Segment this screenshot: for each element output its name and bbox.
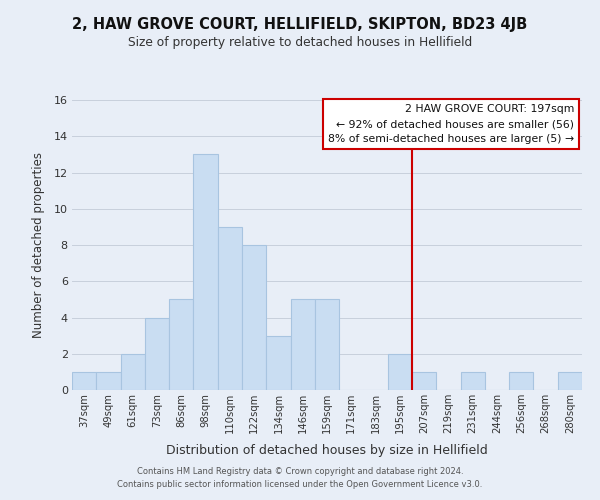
Bar bbox=[169, 300, 193, 390]
Bar bbox=[72, 372, 96, 390]
Bar bbox=[218, 227, 242, 390]
X-axis label: Distribution of detached houses by size in Hellifield: Distribution of detached houses by size … bbox=[166, 444, 488, 458]
Y-axis label: Number of detached properties: Number of detached properties bbox=[32, 152, 46, 338]
Text: 2 HAW GROVE COURT: 197sqm
← 92% of detached houses are smaller (56)
8% of semi-d: 2 HAW GROVE COURT: 197sqm ← 92% of detac… bbox=[328, 104, 574, 144]
Bar bbox=[266, 336, 290, 390]
Bar bbox=[461, 372, 485, 390]
Text: Contains HM Land Registry data © Crown copyright and database right 2024.
Contai: Contains HM Land Registry data © Crown c… bbox=[118, 468, 482, 489]
Bar bbox=[290, 300, 315, 390]
Bar bbox=[412, 372, 436, 390]
Bar bbox=[509, 372, 533, 390]
Bar bbox=[558, 372, 582, 390]
Bar bbox=[121, 354, 145, 390]
Text: 2, HAW GROVE COURT, HELLIFIELD, SKIPTON, BD23 4JB: 2, HAW GROVE COURT, HELLIFIELD, SKIPTON,… bbox=[73, 18, 527, 32]
Bar bbox=[96, 372, 121, 390]
Bar bbox=[193, 154, 218, 390]
Text: Size of property relative to detached houses in Hellifield: Size of property relative to detached ho… bbox=[128, 36, 472, 49]
Bar bbox=[242, 245, 266, 390]
Bar bbox=[145, 318, 169, 390]
Bar bbox=[315, 300, 339, 390]
Bar bbox=[388, 354, 412, 390]
